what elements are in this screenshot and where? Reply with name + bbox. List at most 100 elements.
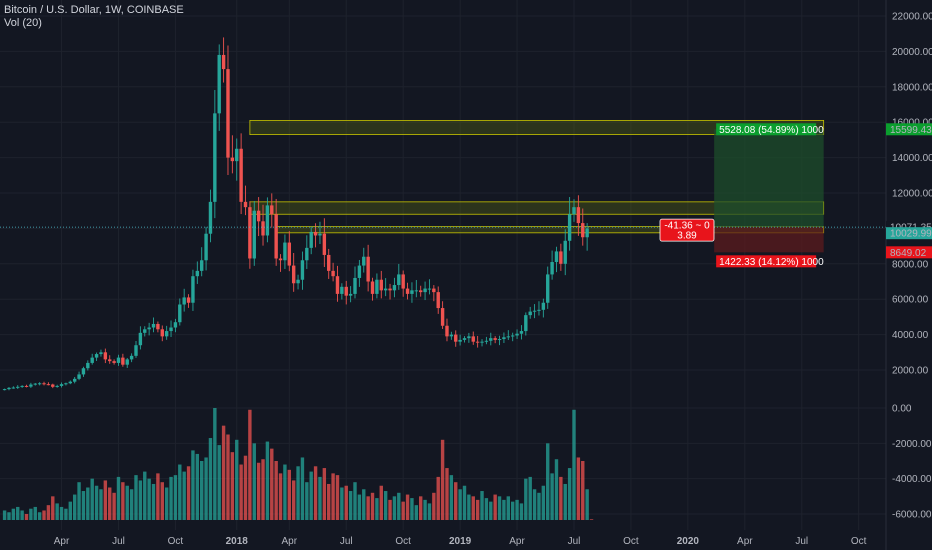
candle-body <box>296 279 300 284</box>
volume-bar <box>300 457 305 520</box>
candle-body <box>335 276 340 294</box>
candle-body <box>532 310 537 312</box>
volume-bar <box>528 476 532 520</box>
volume-bar <box>278 473 283 520</box>
candle-body <box>121 357 125 365</box>
time-tick-label: Jul <box>568 536 581 547</box>
volume-bar <box>379 485 383 520</box>
candle-body <box>559 251 563 264</box>
volume-bar <box>94 485 99 520</box>
loss-label-badge <box>716 255 817 268</box>
volume-bar <box>195 453 200 520</box>
volume-bar <box>151 483 156 520</box>
time-tick-label: 2020 <box>677 536 700 547</box>
time-tick-label: Jul <box>112 536 125 547</box>
volume-bar <box>129 489 134 520</box>
time-tick-label: Jul <box>340 536 353 547</box>
candle-body <box>243 201 248 208</box>
candle-body <box>585 228 589 238</box>
volume-bar <box>235 439 239 520</box>
candle-body <box>283 242 287 261</box>
candle-body <box>449 334 454 337</box>
time-tick-label: Oct <box>851 536 867 547</box>
volume-bar <box>33 506 37 520</box>
time-tick-label: Apr <box>54 536 70 547</box>
candle-body <box>427 288 432 290</box>
volume-bar <box>77 482 81 520</box>
candle-body <box>537 309 541 311</box>
volume-bar <box>454 482 458 520</box>
volume-bar <box>200 461 204 520</box>
candle-body <box>33 383 37 385</box>
position-profit-area[interactable] <box>714 129 824 228</box>
candle-body <box>235 148 239 162</box>
candle-body <box>248 207 252 259</box>
candle-body <box>16 386 20 388</box>
candle-body <box>108 359 112 362</box>
candle-body <box>454 334 458 342</box>
volume-bar <box>585 489 589 520</box>
volume-bar <box>471 496 475 520</box>
candle-body <box>445 325 449 337</box>
time-tick-label: Jul <box>795 536 808 547</box>
volume-bar <box>248 409 252 520</box>
volume-bar <box>221 425 226 520</box>
volume-bar <box>537 492 541 520</box>
target-price-tag: 15599.43 <box>890 125 932 136</box>
candle-body <box>274 214 278 259</box>
candle-body <box>81 368 86 375</box>
price-tick-label: 2000.00 <box>892 366 929 377</box>
candle-body <box>164 331 169 337</box>
candle-body <box>366 256 370 282</box>
candle-body <box>362 256 366 266</box>
stop-price-tag-bg <box>886 246 932 259</box>
volume-bar <box>213 408 217 520</box>
volume-bar <box>589 519 594 520</box>
candle-body <box>143 329 147 333</box>
candle-body <box>138 332 143 346</box>
volume-bar <box>475 499 480 520</box>
candle-body <box>467 336 471 339</box>
candle-body <box>169 327 173 332</box>
candle-body <box>550 262 554 275</box>
candle-body <box>221 54 226 70</box>
volume-bar <box>449 475 454 520</box>
candle-body <box>134 345 138 356</box>
volume-bar <box>68 501 72 520</box>
position-loss-area[interactable] <box>714 227 824 253</box>
volume-bar <box>169 476 173 520</box>
candle-body <box>541 302 546 310</box>
candle-body <box>204 233 208 261</box>
volume-bar <box>493 494 497 520</box>
candle-body <box>86 362 90 369</box>
candle-body <box>322 233 327 255</box>
time-tick-label: 2018 <box>226 536 249 547</box>
volume-bar <box>42 510 46 520</box>
candle-body <box>103 352 108 360</box>
price-tick-label: 18000.00 <box>892 82 932 93</box>
volume-bar <box>252 443 256 520</box>
candle-body <box>77 374 81 379</box>
volume-bar <box>37 512 42 520</box>
candle-body <box>72 378 77 382</box>
chart-legend: Bitcoin / U.S. Dollar, 1W, COINBASE Vol … <box>4 4 184 30</box>
volume-bar <box>335 475 340 520</box>
volume-bar <box>138 480 143 520</box>
candle-body <box>401 274 405 289</box>
candle-body <box>546 274 550 303</box>
volume-bar <box>357 494 362 520</box>
candle-body <box>90 357 94 363</box>
volume-bar <box>327 483 331 520</box>
zone-upper[interactable] <box>249 120 825 135</box>
price-axis[interactable] <box>886 0 932 550</box>
volume-bar <box>103 480 108 520</box>
time-tick-label: 2019 <box>449 536 472 547</box>
volume-tick-label: -6000.00 <box>892 510 932 521</box>
volume-bar <box>563 483 567 520</box>
candle-body <box>410 290 414 294</box>
volume-bar <box>554 459 559 520</box>
loss-label-text: 1422.33 (14.12%) 1000 <box>719 257 824 268</box>
volume-bar <box>414 505 419 520</box>
